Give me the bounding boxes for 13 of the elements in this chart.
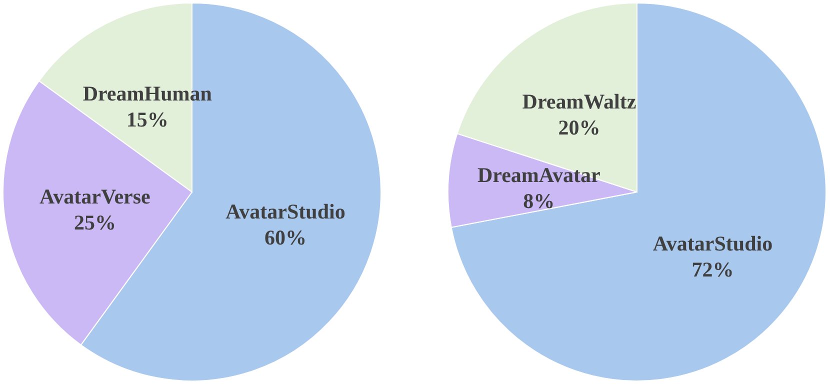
data-label: 20% bbox=[558, 115, 600, 140]
data-label: 60% bbox=[264, 225, 306, 250]
data-label: 25% bbox=[74, 210, 116, 234]
data-label: 15% bbox=[126, 107, 168, 132]
data-label: 8% bbox=[523, 188, 555, 213]
pie-slice bbox=[450, 2, 826, 382]
slice-label: DreamAvatar bbox=[477, 162, 600, 187]
slice-label: AvatarStudio bbox=[652, 232, 773, 256]
slice-label: AvatarStudio bbox=[226, 199, 346, 224]
slice-label: DreamHuman bbox=[82, 81, 212, 106]
slice-label: AvatarVerse bbox=[40, 184, 150, 208]
slice-label: DreamWaltz bbox=[522, 89, 636, 114]
data-label: 72% bbox=[692, 258, 734, 282]
